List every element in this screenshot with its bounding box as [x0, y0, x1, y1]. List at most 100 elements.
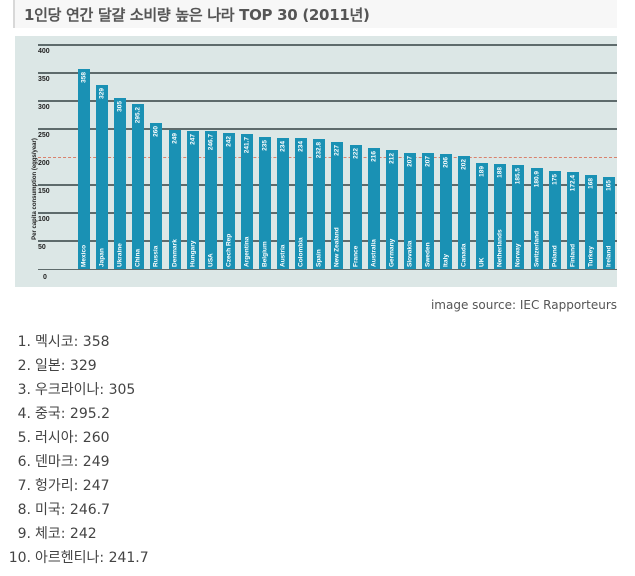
rank-number: 1. [17, 334, 31, 350]
rank-text: 체코: 242 [35, 526, 97, 542]
rank-number: 3. [17, 382, 31, 398]
y-tick-label: 200 [38, 160, 50, 167]
bar-austria: 234 Austria [277, 137, 290, 269]
ranking-item: 9. 체코: 242 [0, 522, 149, 546]
bar-category-label: UK [478, 257, 486, 267]
rank-number: 7. [17, 478, 31, 494]
bar-category-label: USA [207, 253, 215, 267]
bar-ireland: 165 Ireland [602, 176, 615, 269]
bar-category-label: Russia [152, 245, 160, 267]
rank-number: 9. [17, 526, 31, 542]
bar-new-zealand: 227 New Zealand [331, 141, 344, 269]
bar-category-label: Ireland [605, 245, 613, 267]
bar-category-label: Colombia [297, 237, 305, 267]
bar-japan: 329 Japan [96, 84, 109, 269]
bar-value-label: 235 [261, 140, 269, 152]
bar-value-label: 358 [80, 71, 88, 83]
bar-category-label: Canada [460, 243, 468, 267]
gridline [38, 240, 617, 242]
bar-value-label: 305 [116, 101, 124, 113]
bar-category-label: Switzerland [533, 230, 540, 267]
ranking-item: 7. 헝가리: 247 [0, 474, 149, 498]
rank-text: 중국: 295.2 [35, 406, 111, 422]
gridline [38, 128, 617, 130]
rank-text: 헝가리: 247 [35, 478, 110, 494]
bar-category-label: Japan [98, 248, 106, 267]
bar-value-label: 242 [225, 136, 233, 148]
bar-value-label: 227 [333, 144, 341, 156]
bar-netherlands: 188 Netherlands [494, 163, 507, 269]
image-source-caption: image source: IEC Rapporteurs [430, 298, 617, 312]
bar-australia: 216 Australia [367, 148, 380, 269]
bar-czech-rep: 242 Czech Rep [222, 133, 235, 269]
bar-category-label: New Zealand [333, 227, 341, 267]
rank-number: 8. [17, 502, 31, 518]
gridline [38, 44, 617, 46]
bar-category-label: Czech Rep [225, 233, 233, 267]
bar-argentina: 241.7 Argentina [240, 133, 253, 269]
bar-category-label: Hungary [189, 240, 197, 267]
rank-text: 아르헨티나: 241.7 [35, 550, 149, 566]
x-axis-baseline [38, 269, 617, 270]
top10-ranking-list: 1. 멕시코: 358 2. 일본: 329 3. 우크라이나: 305 4. 중국: 295… [0, 330, 149, 570]
bar-value-label: 246.7 [207, 133, 215, 151]
bar-category-label: China [134, 248, 142, 267]
bar-turkey: 168 Turkey [584, 174, 597, 269]
gridline [38, 100, 617, 102]
rank-number: 6. [17, 454, 31, 470]
bar-value-label: 189 [478, 166, 486, 178]
ranking-item: 4. 중국: 295.2 [0, 402, 149, 426]
bar-china: 295.2 China [132, 103, 145, 269]
bar-category-label: Norway [514, 243, 522, 267]
bar-category-label: Spain [315, 249, 323, 267]
reference-line-200 [38, 157, 617, 158]
bar-category-label: Belgium [261, 241, 269, 267]
bar-usa: 246.7 USA [204, 130, 217, 269]
bar-switzerland: 180.9 Switzerland [530, 167, 543, 269]
gridline [38, 212, 617, 214]
bar-category-label: Poland [551, 245, 559, 267]
bar-category-label: Australia [370, 239, 378, 267]
bar-value-label: 222 [352, 147, 359, 159]
bar-category-label: Italy [442, 253, 450, 267]
bar-value-label: 329 [98, 87, 106, 99]
bar-category-label: Finland [569, 243, 577, 267]
bar-france: 222 France [349, 144, 362, 269]
bar-hungary: 247 Hungary [186, 130, 199, 269]
y-tick-label: 50 [38, 244, 46, 251]
y-tick-label: 400 [38, 48, 50, 55]
y-tick-label: 250 [38, 132, 50, 139]
bar-value-label: 188 [496, 166, 504, 178]
post-title: 1인당 연간 달걀 소비량 높은 나라 TOP 30 (2011년) [24, 6, 370, 24]
bar-value-label: 175 [551, 174, 559, 185]
rank-text: 멕시코: 358 [35, 334, 110, 350]
bar-category-label: Germany [388, 238, 396, 267]
bar-value-label: 202 [460, 158, 468, 170]
bar-category-label: France [352, 245, 359, 267]
bar-value-label: 260 [152, 126, 160, 138]
rank-number: 10. [8, 550, 31, 566]
bar-value-label: 172.4 [569, 175, 577, 192]
bar-value-label: 234 [279, 140, 287, 152]
bar-spain: 232.8 Spain [313, 138, 326, 269]
bar-poland: 175 Poland [548, 171, 561, 269]
bar-finland: 172.4 Finland [566, 172, 579, 269]
y-tick-label: 100 [38, 216, 50, 223]
bar-value-label: 295.2 [134, 106, 142, 123]
bar-uk: 189 UK [476, 163, 489, 269]
bar-category-label: Sweden [424, 242, 432, 267]
y-tick-label: 150 [38, 188, 50, 195]
ranking-item: 2. 일본: 329 [0, 354, 149, 378]
rank-number: 2. [17, 358, 31, 374]
bar-category-label: Argentina [243, 236, 251, 267]
rank-number: 4. [17, 406, 31, 422]
rank-text: 덴마크: 249 [35, 454, 110, 470]
ranking-item: 6. 덴마크: 249 [0, 450, 149, 474]
bar-value-label: 206 [442, 156, 450, 168]
y-tick-label: 350 [38, 76, 50, 83]
bar-value-label: 241.7 [243, 136, 251, 153]
gridline [38, 72, 617, 74]
ranking-item: 1. 멕시코: 358 [0, 330, 149, 354]
bar-category-label: Mexico [80, 244, 88, 267]
bar-value-label: 180.9 [533, 170, 540, 187]
